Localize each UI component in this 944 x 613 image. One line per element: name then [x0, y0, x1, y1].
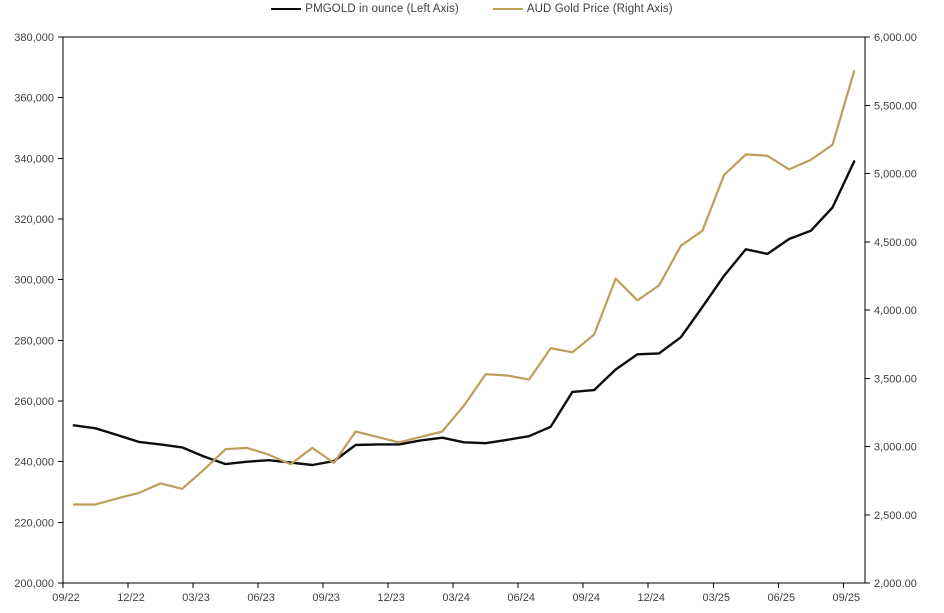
y-axis-left-tick-label: 300,000 [14, 275, 54, 287]
x-axis-tick-label: 12/23 [377, 592, 405, 604]
x-axis-tick-label: 12/22 [117, 592, 145, 604]
x-axis-tick-label: 03/24 [442, 592, 470, 604]
x-axis-tick-label: 09/24 [572, 592, 600, 604]
x-axis-tick-label: 09/25 [833, 592, 861, 604]
y-axis-right-tick-label: 3,000.00 [874, 442, 917, 454]
legend-label-pmgold: PMGOLD in ounce (Left Axis) [305, 3, 459, 15]
series-line-aud-gold [72, 69, 856, 506]
legend-item-pmgold: PMGOLD in ounce (Left Axis) [271, 3, 459, 15]
y-axis-left-tick-label: 280,000 [14, 335, 54, 347]
aud-gold-line-sample-icon [492, 8, 523, 10]
x-axis-tick-label: 06/23 [247, 592, 275, 604]
y-axis-left-tick-label: 320,000 [14, 214, 54, 226]
y-axis-left-tick-label: 360,000 [14, 93, 54, 105]
y-axis-left-tick-label: 340,000 [14, 153, 54, 165]
y-axis-right-tick-label: 6,000.00 [874, 32, 917, 44]
chart-legend: PMGOLD in ounce (Left Axis) AUD Gold Pri… [0, 3, 944, 15]
y-axis-left-tick-label: 200,000 [14, 578, 54, 590]
x-axis-tick-label: 09/23 [312, 592, 340, 604]
y-axis-left-tick-label: 380,000 [14, 32, 54, 44]
y-axis-right-tick-label: 5,000.00 [874, 169, 917, 181]
x-axis-tick-label: 06/25 [768, 592, 796, 604]
y-axis-left-tick-label: 240,000 [14, 457, 54, 469]
x-axis-tick-label: 06/24 [507, 592, 535, 604]
y-axis-right-tick-label: 5,500.00 [874, 100, 917, 112]
pmgold-line-sample-icon [271, 8, 302, 10]
y-axis-right-tick-label: 4,500.00 [874, 237, 917, 249]
y-axis-right-tick-label: 2,500.00 [874, 510, 917, 522]
y-axis-right-tick-label: 4,000.00 [874, 305, 917, 317]
series-line-pmgold [72, 160, 856, 467]
y-axis-right-tick-label: 2,000.00 [874, 578, 917, 590]
x-axis-tick-label: 03/23 [182, 592, 210, 604]
y-axis-left-tick-label: 220,000 [14, 517, 54, 529]
legend-item-aud-gold: AUD Gold Price (Right Axis) [492, 3, 673, 15]
x-axis-tick-label: 03/25 [703, 592, 731, 604]
y-axis-left-tick-label: 260,000 [14, 396, 54, 408]
y-axis-right-tick-label: 3,500.00 [874, 373, 917, 385]
x-axis-tick-label: 12/24 [637, 592, 665, 604]
x-axis-tick-label: 09/22 [52, 592, 80, 604]
legend-label-aud-gold: AUD Gold Price (Right Axis) [526, 3, 673, 15]
plot-border [62, 36, 866, 584]
